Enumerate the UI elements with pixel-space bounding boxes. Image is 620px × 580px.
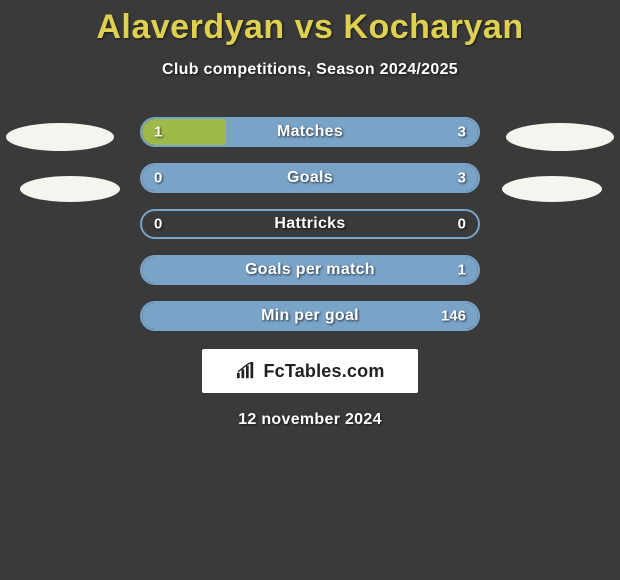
stat-row-goals: 0 Goals 3 [140, 163, 480, 193]
value-left: 1 [154, 124, 162, 141]
stat-row-matches: 1 Matches 3 [140, 117, 480, 147]
value-right: 3 [458, 170, 466, 187]
value-left: 0 [154, 170, 162, 187]
source-logo: FcTables.com [202, 349, 418, 393]
stat-label: Min per goal [261, 307, 359, 325]
stat-label: Hattricks [274, 215, 345, 233]
stat-label: Goals [287, 169, 333, 187]
value-right: 3 [458, 124, 466, 141]
bar-right [226, 119, 478, 145]
value-right: 1 [458, 262, 466, 279]
value-right: 146 [441, 308, 466, 325]
subtitle: Club competitions, Season 2024/2025 [0, 61, 620, 79]
stat-row-min-per-goal: Min per goal 146 [140, 301, 480, 331]
value-left: 0 [154, 216, 162, 233]
stat-label: Goals per match [245, 261, 375, 279]
logo-text: FcTables.com [263, 361, 384, 382]
stat-row-hattricks: 0 Hattricks 0 [140, 209, 480, 239]
comparison-chart: 1 Matches 3 0 Goals 3 0 Hattricks 0 Goal… [0, 117, 620, 331]
stat-row-goals-per-match: Goals per match 1 [140, 255, 480, 285]
bar-chart-icon [235, 362, 257, 380]
page-title: Alaverdyan vs Kocharyan [0, 0, 620, 47]
value-right: 0 [458, 216, 466, 233]
date-text: 12 november 2024 [0, 411, 620, 429]
stat-label: Matches [277, 123, 343, 141]
